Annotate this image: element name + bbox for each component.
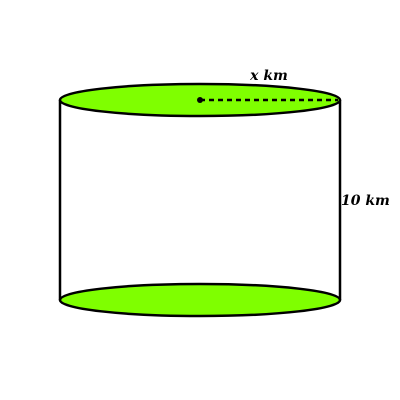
radius-label: x km [249,68,288,84]
bottom-base [58,282,342,318]
height-label: 10 km [341,193,390,209]
center-point [197,97,203,103]
